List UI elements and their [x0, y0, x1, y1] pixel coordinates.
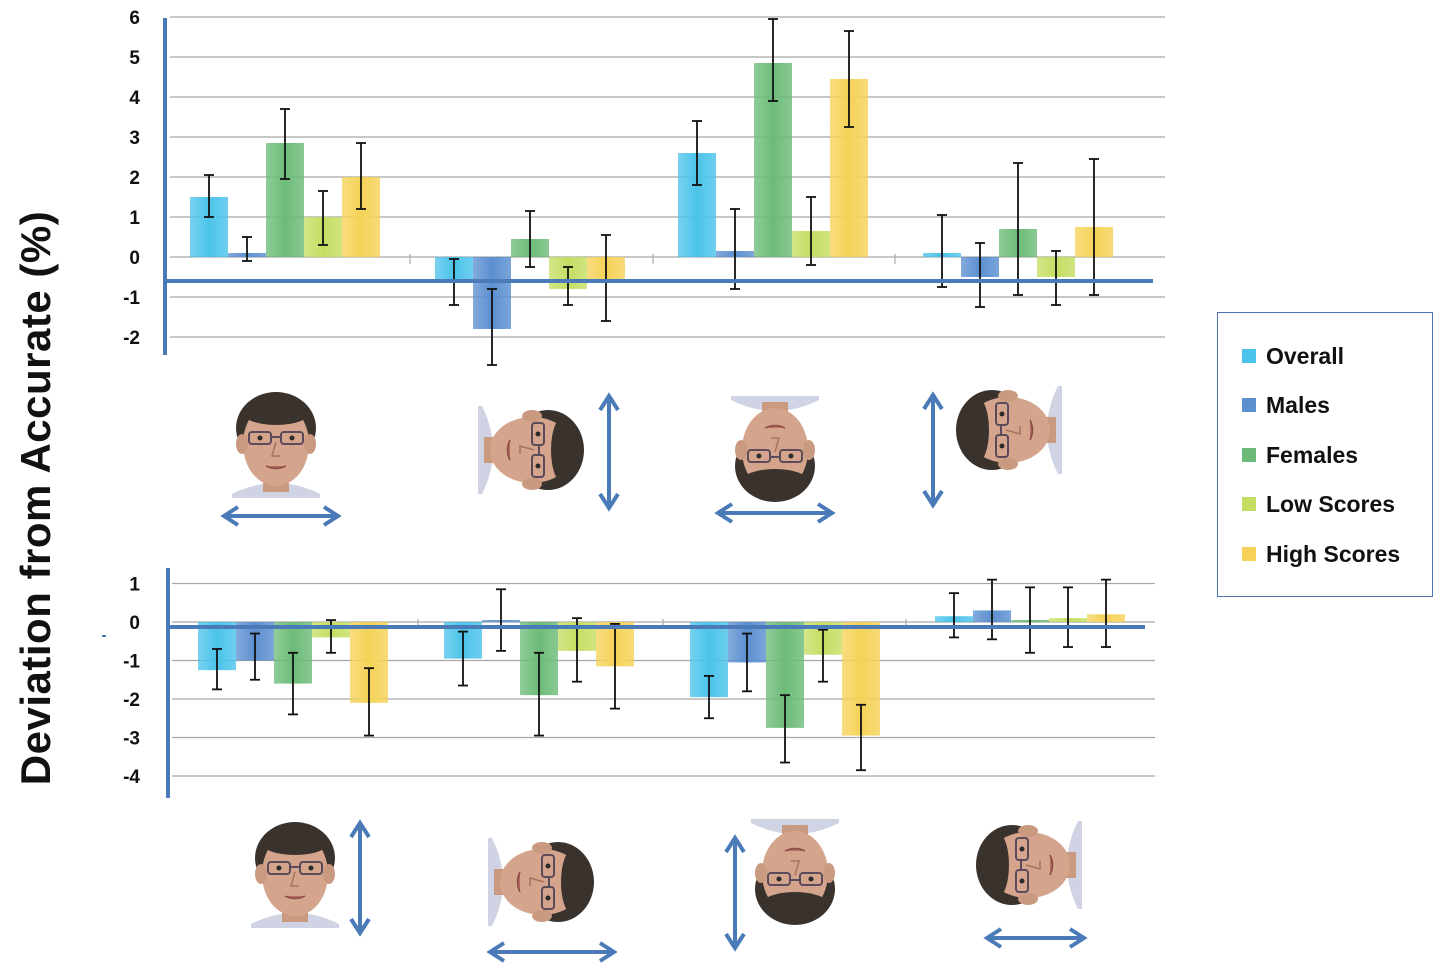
face-images: [220, 386, 1088, 963]
top-chart-panel: 6 5 4 3 2 1 0 -1 -2: [123, 8, 1165, 366]
legend-item-high-scores: High Scores: [1242, 539, 1400, 569]
y-tick-label: -3: [123, 729, 140, 750]
legend-swatch-females: [1242, 448, 1256, 462]
legend-item-females: Females: [1242, 440, 1358, 470]
vertical-arrow: [598, 392, 620, 512]
legend-label-overall: Overall: [1266, 342, 1344, 369]
vertical-arrow: [349, 819, 371, 937]
y-tick-label: 2: [129, 168, 140, 189]
face-upright: [251, 822, 339, 928]
y-tick-label: 3: [129, 128, 140, 149]
legend-swatch-low-scores: [1242, 497, 1256, 511]
y-tick-label: 1: [129, 575, 140, 596]
bottom-chart-panel: 1 0 -1 -2 -3 -4: [102, 568, 1155, 798]
horizontal-arrow: [983, 927, 1088, 949]
horizontal-arrow: [220, 505, 342, 527]
vertical-arrow: [922, 391, 944, 509]
face-rotated: [956, 386, 1062, 474]
legend-label-high-scores: High Scores: [1266, 540, 1401, 567]
y-tick-label: 5: [129, 48, 140, 69]
y-tick-label: -1: [123, 288, 140, 309]
face-inverted: [751, 819, 839, 925]
legend-item-low-scores: Low Scores: [1242, 489, 1395, 519]
face-inverted: [731, 396, 819, 502]
horizontal-arrow: [714, 502, 836, 524]
y-tick-label: 1: [129, 208, 140, 229]
legend-swatch-males: [1242, 398, 1256, 412]
y-tick-label: -4: [123, 767, 140, 788]
face-upright: [232, 392, 320, 498]
y-tick-label: -2: [123, 328, 140, 349]
legend-label-females: Females: [1266, 441, 1359, 468]
horizontal-arrow: [486, 941, 618, 963]
legend-label-males: Males: [1266, 391, 1330, 418]
y-tick-label: -1: [123, 652, 140, 673]
face-rotated: [488, 838, 594, 926]
y-tick-label: 0: [129, 613, 140, 634]
legend-item-overall: Overall: [1242, 341, 1344, 371]
y-tick-label: 0: [129, 248, 140, 269]
y-tick-label: -2: [123, 690, 140, 711]
y-tick-label: 6: [129, 8, 140, 29]
legend-swatch-high-scores: [1242, 547, 1256, 561]
legend: Overall Males Females Low Scores High Sc…: [1217, 312, 1433, 597]
face-rotated: [478, 406, 584, 494]
face-rotated: [976, 821, 1082, 909]
y-tick-label: 4: [129, 88, 140, 109]
vertical-arrow: [724, 834, 746, 952]
legend-item-males: Males: [1242, 390, 1330, 420]
legend-swatch-overall: [1242, 349, 1256, 363]
y-axis-label: Deviation from Accurate (%): [12, 210, 59, 786]
legend-label-low-scores: Low Scores: [1266, 490, 1396, 517]
